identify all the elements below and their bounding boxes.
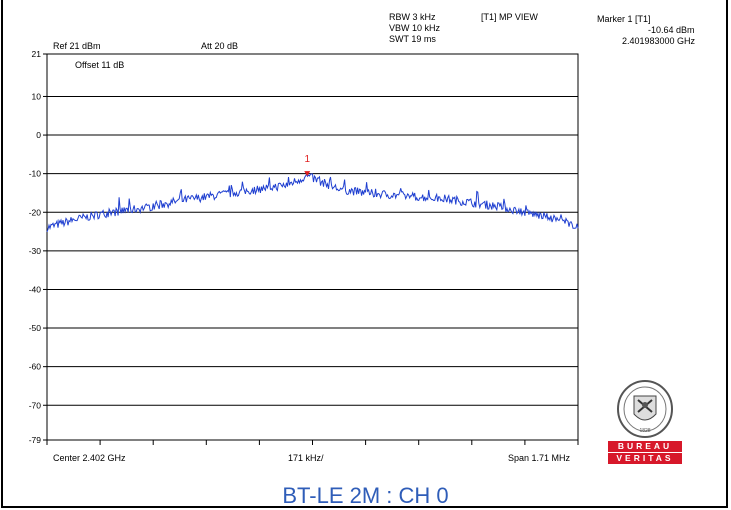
ref-level-label: Ref 21 dBm: [53, 41, 101, 51]
marker-triangle: [304, 171, 311, 177]
vbw-label: VBW 10 kHz: [389, 23, 441, 33]
y-tick-label: -60: [29, 362, 42, 372]
marker-frequency: 2.401983000 GHz: [622, 36, 696, 46]
y-tick-label: -20: [29, 207, 42, 217]
y-tick-label: 10: [32, 91, 42, 101]
marker-1: 1: [304, 154, 311, 177]
offset-label: Offset 11 dB: [75, 60, 125, 70]
y-tick-label: -50: [29, 323, 42, 333]
per-division: 171 kHz/: [288, 453, 324, 463]
bureau-veritas-logo: 1828 BUREAU VERITAS: [608, 380, 682, 466]
logo-top-band: BUREAU: [608, 441, 682, 452]
y-tick-label: -10: [29, 169, 42, 179]
grid: [47, 95, 578, 406]
y-tick-label: 0: [36, 130, 41, 140]
x-axis-ticks: [46, 440, 579, 445]
span-label: Span 1.71 MHz: [508, 453, 571, 463]
y-tick-label: -79: [29, 435, 42, 445]
swt-label: SWT 19 ms: [389, 34, 436, 44]
spectrum-trace: [46, 173, 579, 233]
logo-bottom-band: VERITAS: [608, 453, 682, 464]
y-tick-label: 21: [32, 49, 42, 59]
spectrum-chart: 21 10 0 -10 -20 -30 -40 -50 -60 -70 -79 1: [29, 49, 579, 445]
marker-level: -10.64 dBm: [648, 25, 695, 35]
seal-icon: 1828: [617, 380, 673, 438]
attenuation-label: Att 20 dB: [201, 41, 239, 51]
caption: BT-LE 2M : CH 0: [282, 483, 449, 508]
trace-view-label: [T1] MP VIEW: [481, 12, 538, 22]
y-tick-label: -30: [29, 246, 42, 256]
center-frequency: Center 2.402 GHz: [53, 453, 126, 463]
y-tick-label: -70: [29, 400, 42, 410]
marker-title: Marker 1 [T1]: [597, 14, 651, 24]
plot-border: [46, 53, 579, 441]
rbw-label: RBW 3 kHz: [389, 12, 436, 22]
marker-label: 1: [304, 154, 310, 165]
y-tick-label: -40: [29, 284, 42, 294]
y-axis-ticks: 21 10 0 -10 -20 -30 -40 -50 -60 -70 -79: [29, 49, 47, 445]
svg-text:1828: 1828: [639, 428, 650, 434]
